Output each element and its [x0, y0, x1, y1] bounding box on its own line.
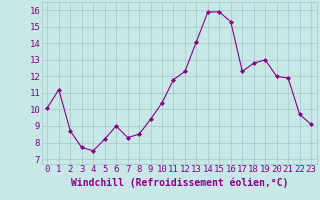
- X-axis label: Windchill (Refroidissement éolien,°C): Windchill (Refroidissement éolien,°C): [70, 177, 288, 188]
